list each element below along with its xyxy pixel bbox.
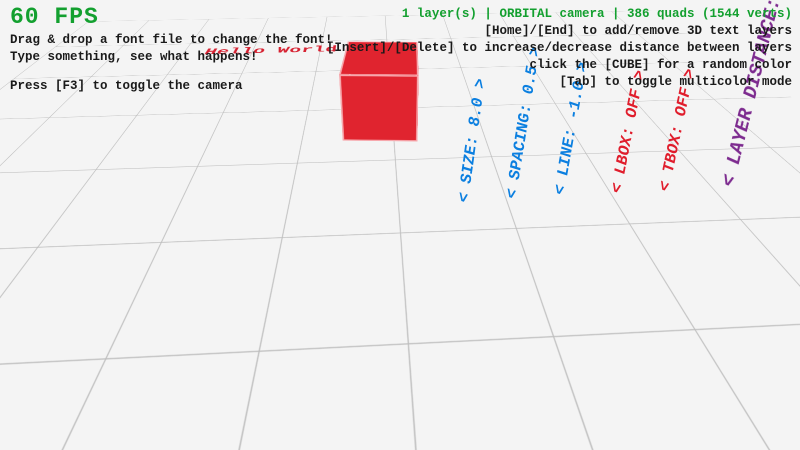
hint-home-end: [Home]/[End] to add/remove 3D text layer… xyxy=(484,24,792,38)
hud-left-camera-hint: Press [F3] to toggle the camera xyxy=(10,79,243,93)
fps-counter: 60 FPS xyxy=(10,4,99,30)
hud-right-status: 1 layer(s) | ORBITAL camera | 386 quads … xyxy=(327,6,792,91)
hud-left-line-1: Type something, see what happens! xyxy=(10,50,258,64)
hint-insert-delete: [Insert]/[Delete] to increase/decrease d… xyxy=(326,41,792,55)
hint-tab-multicolor: [Tab] to toggle multicolor mode xyxy=(559,75,792,89)
hint-cube-color: click the [CUBE] for a random color xyxy=(529,58,792,72)
status-line-layers: 1 layer(s) | ORBITAL camera | 386 quads … xyxy=(401,7,792,21)
hud-left-line-0: Drag & drop a font file to change the fo… xyxy=(10,33,333,47)
hud-left-instructions: Drag & drop a font file to change the fo… xyxy=(10,32,333,95)
hud-spacer xyxy=(10,66,333,78)
